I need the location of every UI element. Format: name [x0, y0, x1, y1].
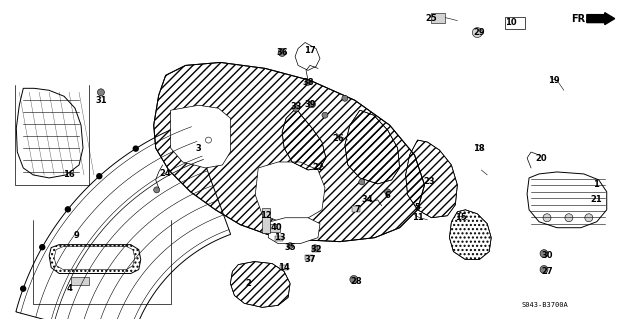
- Circle shape: [473, 28, 482, 37]
- Text: 28: 28: [350, 277, 362, 286]
- Text: 2: 2: [245, 279, 251, 288]
- Circle shape: [21, 286, 26, 291]
- Text: 40: 40: [270, 223, 282, 232]
- Polygon shape: [170, 105, 230, 168]
- Circle shape: [278, 49, 286, 56]
- Bar: [305, 255, 313, 260]
- Text: 23: 23: [423, 177, 435, 187]
- Circle shape: [97, 174, 102, 179]
- Bar: [71, 277, 89, 285]
- Bar: [280, 265, 288, 269]
- Circle shape: [565, 214, 573, 222]
- Text: 19: 19: [548, 76, 560, 85]
- FancyArrow shape: [587, 13, 615, 25]
- Polygon shape: [54, 247, 135, 269]
- Circle shape: [585, 214, 593, 222]
- Circle shape: [287, 243, 293, 249]
- Circle shape: [385, 189, 391, 195]
- Circle shape: [309, 101, 316, 108]
- Circle shape: [174, 125, 179, 130]
- Bar: [275, 236, 283, 241]
- Circle shape: [540, 266, 548, 274]
- Text: 25: 25: [426, 14, 437, 23]
- Text: 12: 12: [261, 211, 272, 220]
- Text: 1: 1: [593, 180, 599, 189]
- Text: 5: 5: [415, 203, 420, 212]
- Text: 14: 14: [278, 263, 290, 272]
- Text: 6: 6: [385, 191, 391, 200]
- Text: 4: 4: [66, 284, 72, 293]
- Text: 39: 39: [304, 100, 316, 109]
- Text: 10: 10: [505, 18, 517, 27]
- Text: 3: 3: [196, 144, 201, 153]
- Circle shape: [322, 112, 328, 118]
- Circle shape: [359, 179, 365, 185]
- Polygon shape: [268, 218, 320, 244]
- Bar: [505, 17, 525, 28]
- Text: 9: 9: [73, 231, 79, 240]
- Circle shape: [543, 214, 551, 222]
- Circle shape: [312, 244, 318, 251]
- Circle shape: [305, 79, 311, 85]
- Text: S043-B3700A: S043-B3700A: [521, 302, 568, 308]
- Circle shape: [40, 245, 45, 250]
- Text: 29: 29: [473, 28, 485, 37]
- Text: 35: 35: [285, 243, 296, 252]
- Circle shape: [66, 207, 70, 212]
- Text: 15: 15: [456, 213, 467, 222]
- Text: 31: 31: [95, 96, 107, 105]
- Bar: [312, 246, 320, 252]
- Text: 36: 36: [276, 48, 288, 57]
- Text: 13: 13: [274, 233, 286, 242]
- Circle shape: [154, 187, 160, 193]
- Circle shape: [540, 250, 548, 258]
- Text: FR.: FR.: [571, 14, 589, 24]
- Text: 33: 33: [290, 102, 302, 111]
- Bar: [270, 224, 280, 232]
- Text: 34: 34: [362, 195, 374, 204]
- Polygon shape: [256, 162, 325, 222]
- Text: 21: 21: [590, 195, 601, 204]
- Circle shape: [350, 276, 358, 284]
- Text: 18: 18: [473, 144, 485, 153]
- Bar: [432, 13, 445, 23]
- Text: 32: 32: [310, 245, 322, 254]
- Circle shape: [133, 146, 138, 151]
- Text: 38: 38: [302, 78, 314, 87]
- Text: 27: 27: [541, 267, 553, 276]
- Bar: [352, 206, 360, 212]
- Text: 17: 17: [304, 46, 316, 55]
- Text: 37: 37: [304, 255, 316, 264]
- Text: 16: 16: [63, 171, 75, 180]
- Text: 26: 26: [332, 133, 344, 143]
- Text: 11: 11: [411, 213, 423, 222]
- Text: 24: 24: [160, 169, 172, 179]
- Text: 30: 30: [541, 251, 553, 260]
- Circle shape: [342, 95, 348, 101]
- Text: 20: 20: [535, 154, 547, 163]
- Text: 22: 22: [312, 164, 324, 172]
- Circle shape: [97, 89, 104, 96]
- Text: 7: 7: [355, 205, 361, 214]
- Bar: [262, 208, 270, 233]
- Circle shape: [293, 105, 300, 112]
